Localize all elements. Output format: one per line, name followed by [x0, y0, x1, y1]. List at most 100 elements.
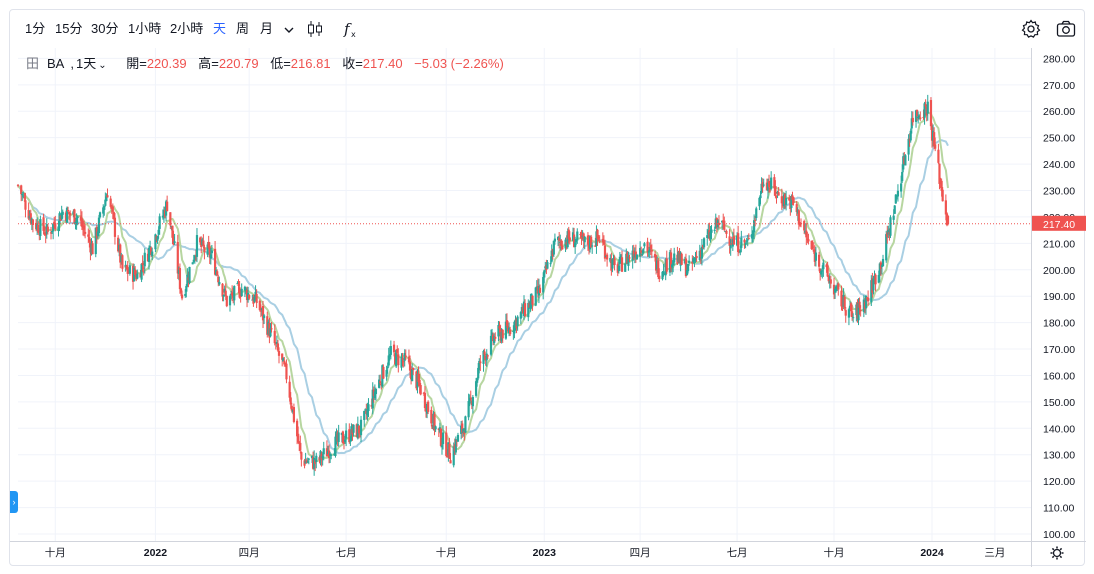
candle-body: [739, 250, 742, 253]
candle-body: [179, 288, 183, 293]
candle-body: [513, 321, 516, 334]
legend-symbol[interactable]: BA: [47, 56, 65, 71]
candle-body: [210, 250, 213, 254]
candle-body: [208, 246, 211, 258]
candle-body: [944, 200, 947, 215]
candle-body: [281, 353, 284, 360]
candle-body: [46, 226, 49, 232]
candle-body: [643, 243, 646, 247]
interval-1h[interactable]: 1小時: [128, 21, 162, 36]
candle-body: [661, 271, 664, 280]
candle-body: [934, 144, 937, 149]
interval-2h[interactable]: 2小時: [170, 21, 204, 36]
candle-body: [672, 260, 675, 266]
moving-average-fast: [17, 110, 949, 463]
candle-body: [852, 317, 855, 319]
candle-body: [777, 192, 780, 196]
candle-body: [82, 225, 86, 230]
candle-body: [642, 248, 645, 254]
candle-body: [641, 254, 644, 256]
candlestick-icon[interactable]: [304, 18, 326, 40]
candle-body: [171, 225, 174, 238]
candle-body: [119, 244, 122, 263]
candle-body: [16, 184, 20, 186]
candle-body: [878, 263, 881, 276]
candle-body: [686, 264, 690, 272]
x-tick-label: 四月: [630, 547, 651, 559]
price-chart[interactable]: 100.00 110.00 120.00 130.00 140.00 150.00 160.…: [10, 10, 1086, 567]
candle-body: [248, 294, 251, 299]
candle-body: [396, 349, 399, 353]
candle-body: [292, 407, 296, 422]
candle-body: [142, 267, 145, 269]
interval-1M[interactable]: 月: [260, 21, 274, 36]
candle-body: [261, 306, 265, 321]
candle-body: [827, 276, 830, 282]
candle-body: [283, 360, 286, 365]
candle-body: [441, 432, 445, 445]
candle-body: [710, 229, 713, 233]
interval-30m[interactable]: 30分: [91, 21, 119, 36]
candle-body: [417, 373, 420, 383]
candle-body: [747, 238, 750, 240]
y-tick-label: 260.00: [1043, 106, 1075, 118]
candle-body: [901, 171, 904, 182]
candle-body: [454, 439, 457, 453]
candle-body: [910, 118, 913, 129]
candle-body: [909, 130, 912, 141]
candle-body: [896, 190, 900, 197]
indicator-fx-icon[interactable]: f x: [340, 18, 362, 40]
legend-interval[interactable]: 1天: [75, 56, 97, 71]
candle-body: [348, 429, 351, 443]
candle-body: [154, 234, 157, 250]
candle-body: [233, 286, 236, 301]
candle-body: [65, 207, 69, 223]
candle-body: [483, 351, 486, 355]
candle-body: [596, 229, 599, 239]
candle-body: [352, 424, 355, 433]
candle-body: [150, 247, 153, 255]
legend-chevron-icon[interactable]: ⌄: [98, 60, 107, 71]
candle-body: [456, 434, 460, 442]
candle-body: [911, 117, 914, 123]
candle-body: [754, 219, 757, 221]
candle-body: [207, 241, 210, 248]
candle-body: [461, 423, 464, 433]
candle-body: [151, 251, 154, 256]
candle-body: [206, 244, 209, 255]
candle-body: [946, 215, 950, 224]
candle-body: [474, 381, 478, 396]
candle-body: [560, 240, 563, 247]
candle-body: [469, 397, 472, 399]
candle-body: [478, 360, 481, 370]
candle-body: [378, 379, 381, 388]
candle-body: [859, 310, 862, 312]
candle-body: [740, 237, 743, 248]
interval-15m[interactable]: 15分: [55, 21, 83, 36]
interval-1m[interactable]: 1分: [25, 21, 46, 36]
chevron-down-icon[interactable]: [278, 19, 300, 41]
gear-icon[interactable]: [1020, 18, 1042, 40]
candle-body: [725, 230, 728, 234]
candle-body: [193, 255, 196, 260]
candle-body: [134, 269, 137, 275]
candle-body: [542, 277, 545, 293]
sidebar-toggle-button[interactable]: ›: [10, 491, 18, 513]
candle-body: [617, 265, 620, 271]
candle-body: [729, 245, 732, 249]
candle-body: [684, 258, 688, 277]
candle-body: [476, 378, 479, 383]
candle-body: [820, 270, 823, 275]
candle-body: [745, 240, 748, 242]
interval-1d[interactable]: 天: [213, 21, 227, 36]
candle-body: [561, 245, 564, 250]
candle-body: [758, 197, 761, 207]
candle-body: [80, 218, 84, 227]
camera-icon[interactable]: [1055, 18, 1077, 40]
interval-1w[interactable]: 周: [236, 21, 250, 36]
candle-body: [73, 209, 76, 224]
candle-body: [411, 369, 414, 382]
last-price-label: 217.40: [1043, 219, 1075, 231]
candle-body: [239, 295, 242, 297]
last-price-badge: [1032, 215, 1086, 231]
